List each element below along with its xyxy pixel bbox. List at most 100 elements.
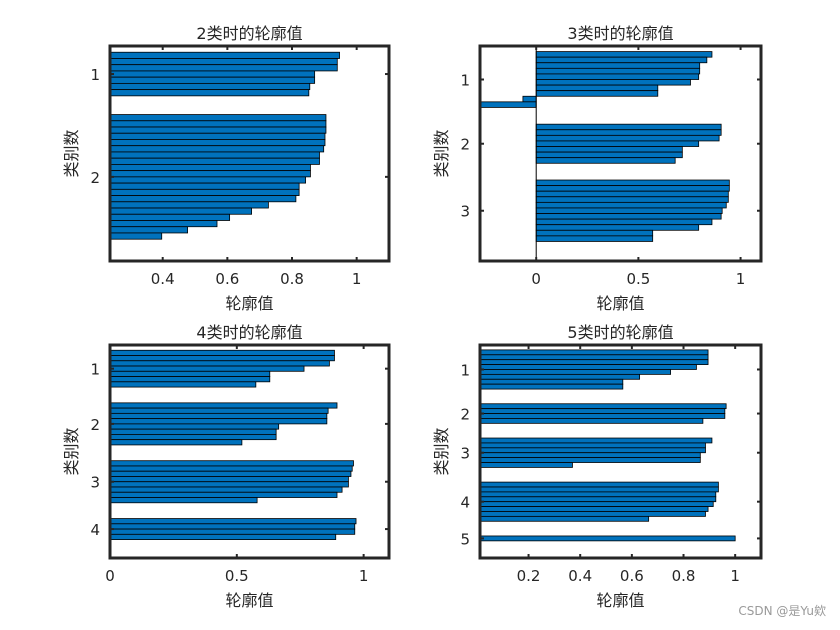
- silhouette-bar: [535, 123, 722, 131]
- y-tick-label: 2: [90, 169, 100, 187]
- silhouette-bar: [479, 403, 727, 410]
- silhouette-bar: [109, 132, 326, 140]
- silhouette-bar: [535, 190, 729, 198]
- silhouette-bar: [109, 423, 280, 430]
- silhouette-bar: [535, 185, 730, 192]
- silhouette-bar: [109, 412, 328, 420]
- silhouette-bar: [109, 365, 305, 372]
- axes-box: [478, 343, 763, 560]
- y-tick-label: 4: [90, 521, 100, 539]
- y-tick-label: 2: [460, 136, 470, 154]
- silhouette-bar: [109, 491, 338, 498]
- silhouette-bar: [535, 79, 691, 86]
- silhouette-bar: [535, 51, 713, 58]
- x-tick-label: 0.6: [215, 270, 239, 288]
- silhouette-bar: [109, 355, 335, 362]
- silhouette-bar: [479, 515, 650, 522]
- silhouette-bar: [109, 58, 338, 66]
- x-tick-label: 0.4: [568, 567, 592, 585]
- silhouette-bar: [479, 378, 624, 385]
- x-tick-label: 0.5: [626, 270, 650, 288]
- x-tick-label: 1: [359, 567, 369, 585]
- subplot-title: 2类时的轮廓值: [196, 24, 302, 43]
- silhouette-bar: [479, 418, 704, 424]
- silhouette-bar: [535, 207, 723, 214]
- axes-box: [108, 343, 391, 560]
- silhouette-bar: [109, 126, 327, 134]
- silhouette-bar: [109, 523, 356, 530]
- silhouette-bar: [479, 501, 714, 507]
- silhouette-bar: [479, 373, 641, 380]
- silhouette-bar: [109, 82, 311, 91]
- silhouette-bar: [109, 465, 353, 472]
- silhouette-bar: [109, 428, 277, 435]
- silhouette-bar: [479, 354, 709, 361]
- y-axis-label: 类别数: [62, 129, 81, 177]
- silhouette-bar: [109, 220, 218, 228]
- silhouette-bar: [109, 407, 329, 414]
- silhouette-bar: [109, 76, 316, 84]
- y-axis-label: 类别数: [432, 129, 451, 177]
- silhouette-bar: [109, 151, 320, 159]
- y-tick-label: 3: [460, 203, 470, 221]
- watermark: CSDN @是Yu欸: [738, 604, 826, 618]
- silhouette-bar: [535, 179, 730, 187]
- y-tick-label: 4: [460, 494, 470, 512]
- silhouette-bar: [109, 70, 316, 78]
- y-tick-label: 1: [460, 72, 470, 90]
- x-axis-label: 轮廓值: [225, 591, 273, 610]
- silhouette-bar: [535, 84, 659, 92]
- silhouette-bar: [535, 140, 700, 147]
- silhouette-bar: [535, 218, 713, 226]
- x-tick-label: 0.4: [151, 270, 175, 288]
- y-tick-label: 1: [90, 361, 100, 379]
- silhouette-bar: [109, 157, 320, 165]
- y-tick-label: 2: [90, 416, 100, 434]
- axes-box: [108, 44, 391, 263]
- x-tick-label: 0.8: [280, 270, 304, 288]
- silhouette-bar: [109, 145, 325, 153]
- silhouette-bar: [109, 114, 327, 122]
- y-tick-label: 2: [460, 406, 470, 424]
- y-tick-label: 5: [460, 530, 470, 548]
- silhouette-bar: [109, 226, 188, 234]
- x-tick-label: 1: [352, 270, 362, 288]
- silhouette-bar: [535, 224, 700, 231]
- y-tick-label: 3: [460, 445, 470, 463]
- silhouette-bar: [479, 535, 736, 542]
- silhouette-bar: [109, 434, 277, 441]
- silhouette-bar: [109, 139, 326, 147]
- silhouette-bar: [109, 176, 306, 184]
- y-tick-label: 1: [460, 361, 470, 379]
- silhouette-bar: [109, 360, 330, 367]
- silhouette-bar: [109, 201, 269, 209]
- silhouette-bar: [535, 67, 701, 75]
- silhouette-bar: [109, 164, 311, 172]
- silhouette-bar: [109, 182, 300, 190]
- silhouette-bar: [109, 170, 311, 178]
- silhouette-bar: [109, 381, 257, 388]
- silhouette-bar: [535, 235, 654, 242]
- x-tick-label: 0.2: [517, 567, 541, 585]
- silhouette-bar: [479, 452, 701, 459]
- axes-box: [478, 44, 763, 263]
- silhouette-bar: [109, 89, 310, 97]
- silhouette-bar: [479, 447, 706, 454]
- silhouette-bar: [109, 439, 243, 446]
- x-tick-label: 0.8: [672, 567, 696, 585]
- silhouette-bar: [522, 95, 537, 103]
- silhouette-bar: [109, 402, 338, 409]
- x-tick-label: 0: [105, 567, 115, 585]
- silhouette-bar: [109, 528, 356, 535]
- silhouette-bar: [479, 462, 573, 468]
- silhouette-bar: [535, 146, 683, 153]
- subplot-title: 3类时的轮廓值: [567, 24, 673, 43]
- silhouette-bar: [109, 370, 271, 377]
- silhouette-bar: [109, 232, 163, 240]
- silhouette-bar: [535, 73, 700, 80]
- silhouette-bar: [479, 364, 697, 370]
- silhouette-bar: [109, 518, 357, 525]
